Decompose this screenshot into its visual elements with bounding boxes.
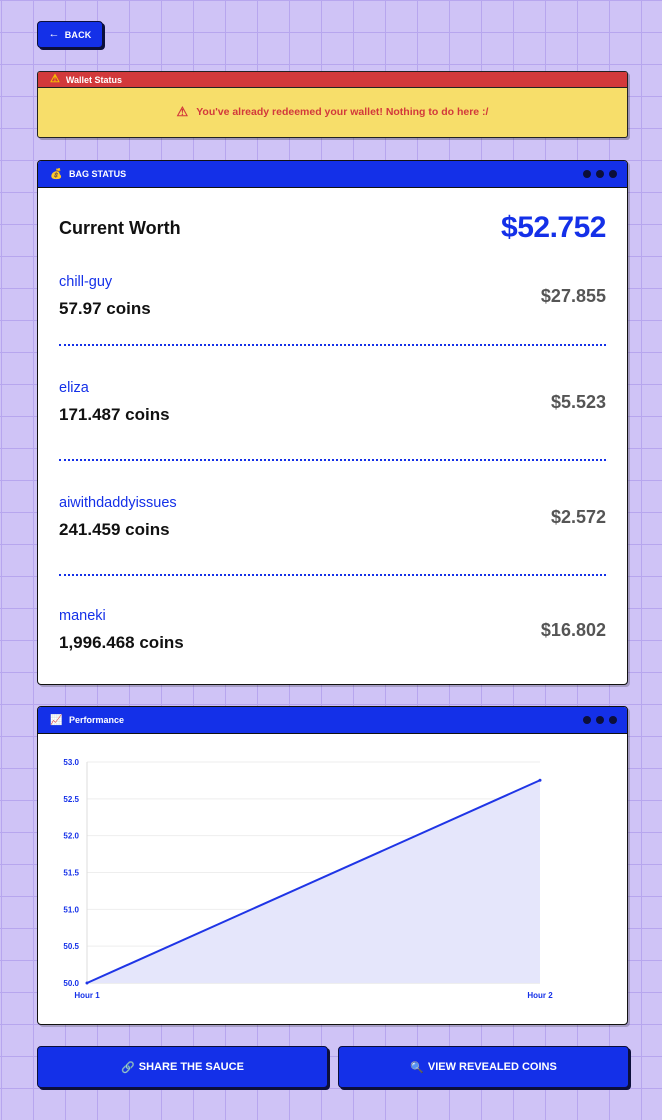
performance-title: Performance	[69, 715, 125, 725]
current-worth-value: $52.752	[501, 211, 606, 244]
share-button[interactable]: 🔗 SHARE THE SAUCE	[37, 1046, 328, 1088]
bag-status-title: BAG STATUS	[69, 169, 127, 179]
window-dots-icon	[583, 716, 617, 724]
x-tick-label: Hour 2	[527, 991, 553, 1000]
y-tick-label: 52.5	[63, 795, 79, 804]
coin-name: aiwithdaddyissues	[59, 495, 177, 511]
performance-chart: 50.0 50.5 51.0 51.5 52.0 52.5 53.0 Hour 1 Hour 2	[38, 734, 627, 1024]
coin-value: $27.855	[540, 285, 606, 306]
wallet-status-title: Wallet Status	[65, 74, 123, 85]
wallet-status-message-row: ⚠ You've already redeemed your wallet! N…	[38, 88, 627, 136]
performance-chart-svg: 50.0 50.5 51.0 51.5 52.0 52.5 53.0 Hour 1 Hour 2	[63, 758, 553, 1000]
coin-item: chill-guy 57.97 coins $27.855	[59, 248, 606, 346]
warning-outline-icon: ⚠	[176, 104, 189, 119]
performance-panel: 📈 Performance 50.0 50.5 51.0 51.5 52.0 52.5 53…	[37, 706, 628, 1025]
coin-list: chill-guy 57.97 coins $27.855 eliza 171.…	[38, 248, 627, 684]
y-tick-label: 53.0	[63, 758, 79, 767]
wallet-status-message: You've already redeemed your wallet! Not…	[196, 106, 489, 118]
wallet-status-header: ⚠ Wallet Status	[38, 72, 627, 88]
current-worth-row: Current Worth $52.752	[38, 188, 627, 248]
window-dots-icon	[583, 170, 617, 178]
view-button-label: VIEW REVEALED COINS	[427, 1061, 557, 1073]
coin-amount: 171.487 coins	[59, 405, 170, 424]
coin-item: eliza 171.487 coins $5.523	[59, 346, 606, 461]
back-button[interactable]: ← BACK	[37, 21, 103, 48]
money-bag-icon: 💰	[50, 168, 63, 180]
y-tick-label: 50.5	[63, 942, 79, 951]
x-tick-label: Hour 1	[74, 991, 100, 1000]
link-icon: 🔗	[121, 1061, 135, 1074]
y-tick-label: 51.0	[63, 905, 79, 914]
y-tick-label: 52.0	[63, 832, 79, 841]
y-tick-label: 51.5	[63, 869, 79, 878]
wallet-status-alert: ⚠ Wallet Status ⚠ You've already redeeme…	[37, 71, 628, 138]
view-revealed-coins-button[interactable]: 🔍 VIEW REVEALED COINS	[338, 1046, 629, 1088]
series-line	[86, 779, 541, 984]
coin-name: chill-guy	[59, 273, 113, 290]
coin-amount: 57.97 coins	[59, 298, 151, 318]
arrow-left-icon: ←	[48, 28, 60, 40]
current-worth-label: Current Worth	[59, 217, 181, 238]
magnifier-icon: 🔍	[410, 1061, 424, 1074]
coin-amount: 1,996.468 coins	[59, 632, 184, 652]
bag-status-title-bar: 💰 BAG STATUS	[38, 161, 627, 188]
coin-value: $2.572	[550, 507, 606, 527]
share-button-label: SHARE THE SAUCE	[138, 1061, 244, 1073]
performance-title-bar: 📈 Performance	[38, 707, 627, 734]
y-tick-label: 50.0	[63, 979, 79, 988]
data-point	[538, 778, 542, 782]
data-point	[85, 981, 89, 985]
chart-icon: 📈	[50, 714, 63, 726]
warning-icon: ⚠	[50, 73, 60, 85]
coin-amount: 241.459 coins	[59, 520, 170, 539]
back-button-label: BACK	[64, 29, 92, 40]
coin-name: maneki	[59, 607, 106, 624]
coin-item: aiwithdaddyissues 241.459 coins $2.572	[59, 461, 606, 576]
coin-item: maneki 1,996.468 coins $16.802	[59, 576, 606, 684]
coin-name: eliza	[59, 380, 89, 396]
bag-status-panel: 💰 BAG STATUS Current Worth $52.752 chill…	[37, 160, 628, 685]
coin-value: $5.523	[550, 392, 606, 412]
coin-value: $16.802	[540, 619, 606, 640]
